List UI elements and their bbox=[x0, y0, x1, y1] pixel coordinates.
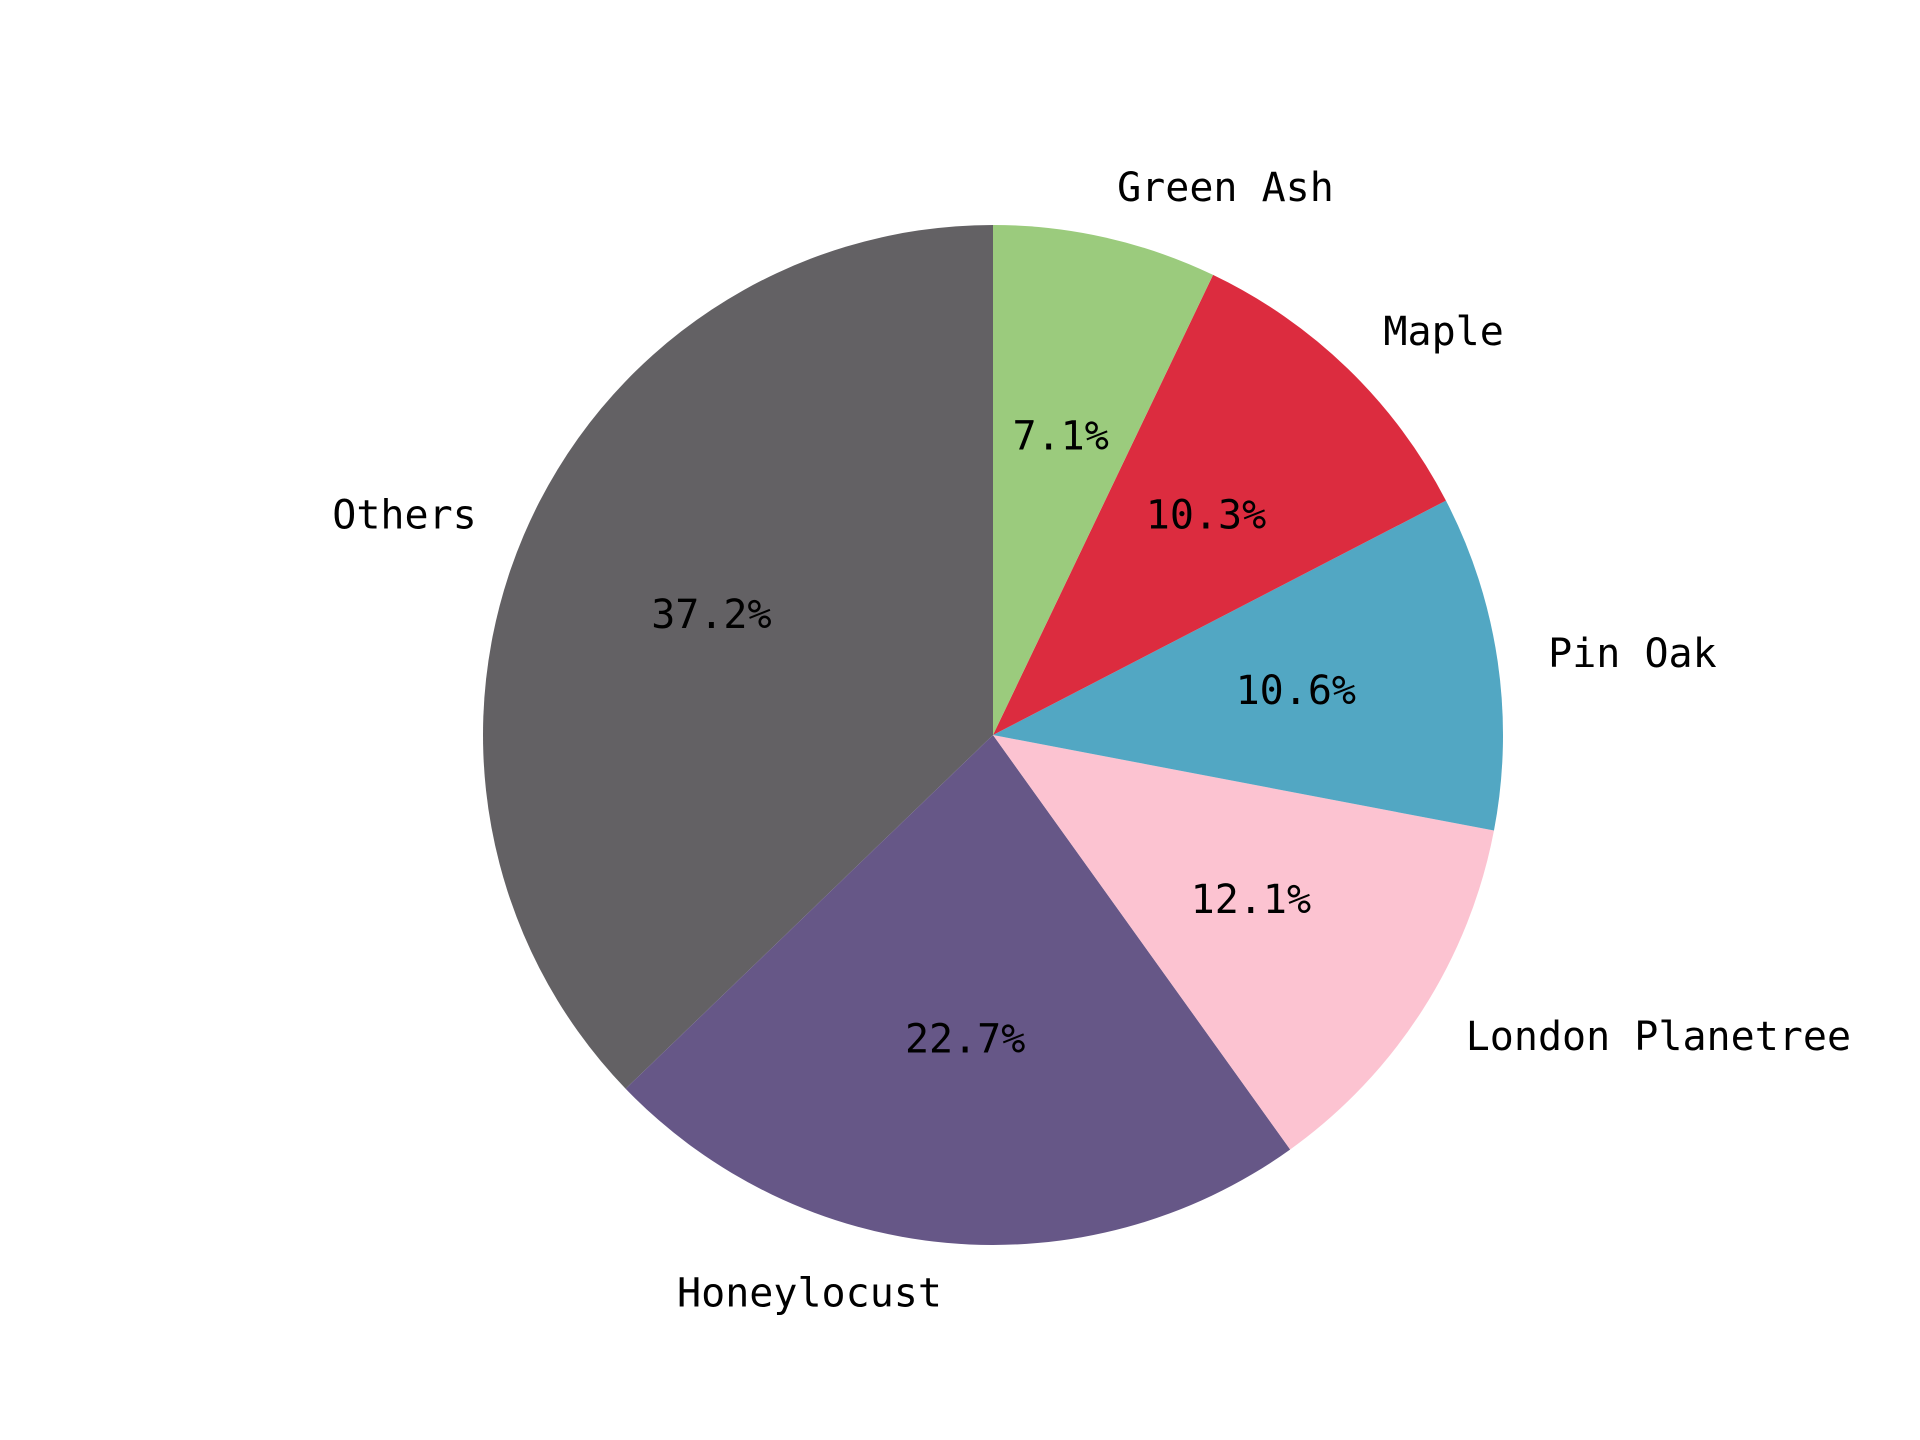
pie-slice-honeylocust bbox=[625, 735, 1291, 1245]
percent-label-honeylocust: 22.7% bbox=[905, 1017, 1025, 1063]
pie-slice-pin-oak bbox=[993, 500, 1504, 831]
slice-label-honeylocust: Honeylocust bbox=[677, 1271, 942, 1317]
pie-slices bbox=[483, 225, 1504, 1245]
pie-slice-green-ash bbox=[993, 225, 1214, 735]
percent-label-pin-oak: 10.6% bbox=[1236, 668, 1356, 714]
percent-label-green-ash: 7.1% bbox=[1013, 414, 1109, 460]
slice-label-london-planetree: London Planetree bbox=[1466, 1014, 1851, 1060]
slice-label-green-ash: Green Ash bbox=[1117, 165, 1334, 211]
pie-labels: Others 37.2% Honeylocust 22.7% London Planet… bbox=[332, 165, 1851, 1317]
percent-label-maple: 10.3% bbox=[1146, 492, 1266, 538]
percent-label-others: 37.2% bbox=[651, 592, 771, 638]
pie-slice-london-planetree bbox=[993, 735, 1494, 1150]
pie-slice-maple bbox=[993, 274, 1446, 735]
pie-slice-others bbox=[483, 225, 993, 1089]
percent-label-london-planetree: 12.1% bbox=[1191, 877, 1311, 923]
slice-label-others: Others bbox=[332, 492, 477, 538]
slice-label-pin-oak: Pin Oak bbox=[1548, 631, 1717, 677]
slice-label-maple: Maple bbox=[1383, 309, 1503, 355]
